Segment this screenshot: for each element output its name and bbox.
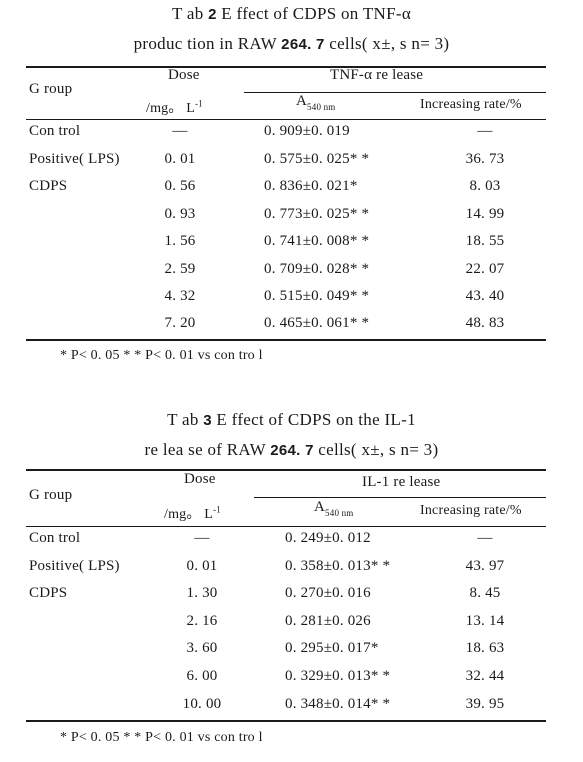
cell-rate: 8. 03 (469, 178, 501, 194)
bottom-rule (26, 720, 546, 722)
sub-rule (244, 92, 546, 93)
header-absorbance: A540 nm (296, 93, 336, 112)
cell-group: Positive( LPS) (29, 151, 120, 167)
cell-dose: 4. 32 (164, 288, 196, 304)
dose-unit-exponent: -1 (213, 504, 221, 515)
header-rate: Increasing rate/% (420, 503, 522, 518)
table-3-footnote: * P< 0. 05 * * P< 0. 01 vs con tro l (60, 730, 263, 745)
header-dose-unit: /mg。 L-1 (146, 97, 203, 117)
table-2-caption-line1: T ab 2 E ffect of CDPS on TNF-α (0, 4, 583, 24)
cell-rate: — (477, 530, 493, 546)
cell-rate: 43. 97 (465, 558, 505, 574)
cell-absorbance: 0. 270±0. 016 (285, 585, 371, 601)
cell-group: Con trol (29, 530, 81, 546)
cell-dose: 0. 01 (186, 558, 218, 574)
dose-unit-exponent: -1 (195, 98, 203, 109)
cell-rate: 43. 40 (465, 288, 505, 304)
cell-absorbance: 0. 575±0. 025* * (264, 151, 370, 167)
sub-rule (254, 497, 546, 498)
caption-number: 2 (208, 6, 217, 23)
cell-dose: 3. 60 (186, 640, 218, 656)
cell-group: Positive( LPS) (29, 558, 120, 574)
cell-absorbance: 0. 773±0. 025* * (264, 206, 370, 222)
cell-absorbance: 0. 465±0. 061* * (264, 315, 370, 331)
cell-absorbance: 0. 329±0. 013* * (285, 668, 391, 684)
header-dose: Dose (168, 67, 200, 83)
caption-text: produc tion in RAW (133, 34, 282, 53)
caption-prefix: T ab (171, 4, 209, 23)
header-rule (26, 526, 546, 527)
caption-text-tail: cells( x±, s n= 3) (313, 440, 439, 459)
header-absorbance: A540 nm (314, 499, 354, 518)
absorbance-symbol: A (314, 499, 326, 515)
header-rate: Increasing rate/% (420, 97, 522, 112)
cell-absorbance: 0. 281±0. 026 (285, 613, 371, 629)
cell-dose: 2. 59 (164, 261, 196, 277)
cell-dose: 10. 00 (182, 696, 222, 712)
absorbance-wavelength: 540 nm (307, 102, 336, 112)
top-rule (26, 469, 546, 471)
table-2-footnote: * P< 0. 05 * * P< 0. 01 vs con tro l (60, 348, 263, 363)
caption-title: E ffect of CDPS on TNF-α (216, 4, 412, 23)
cell-absorbance: 0. 709±0. 028* * (264, 261, 370, 277)
caption-number: 3 (203, 412, 212, 429)
cell-dose: 1. 56 (164, 233, 196, 249)
cell-rate: 36. 73 (465, 151, 505, 167)
cell-group: CDPS (29, 178, 68, 194)
cell-rate: 18. 63 (465, 640, 505, 656)
absorbance-wavelength: 540 nm (325, 508, 354, 518)
caption-prefix: T ab (167, 410, 204, 429)
cell-rate: 39. 95 (465, 696, 505, 712)
caption-title: E ffect of CDPS on the IL-1 (211, 410, 416, 429)
header-release: IL-1 re lease (362, 474, 441, 490)
dose-unit-text: /mg。 L (164, 507, 214, 522)
header-group: G roup (29, 81, 73, 97)
cell-dose: 7. 20 (164, 315, 196, 331)
cell-rate: — (477, 123, 493, 139)
cell-rate: 48. 83 (465, 315, 505, 331)
cell-group: CDPS (29, 585, 68, 601)
cell-dose: 2. 16 (186, 613, 218, 629)
cell-rate: 32. 44 (465, 668, 505, 684)
cell-absorbance: 0. 909±0. 019 (264, 123, 350, 139)
cell-dose: 6. 00 (186, 668, 218, 684)
cell-rate: 13. 14 (465, 613, 505, 629)
top-rule (26, 66, 546, 68)
cell-rate: 14. 99 (465, 206, 505, 222)
cell-absorbance: 0. 348±0. 014* * (285, 696, 391, 712)
cell-rate: 22. 07 (465, 261, 505, 277)
caption-cell-line: 264. 7 (281, 36, 325, 53)
cell-group: Con trol (29, 123, 81, 139)
cell-absorbance: 0. 249±0. 012 (285, 530, 371, 546)
table-3-caption-line2: re lea se of RAW 264. 7 cells( x±, s n= … (0, 440, 583, 460)
cell-absorbance: 0. 836±0. 021* (264, 178, 358, 194)
cell-absorbance: 0. 358±0. 013* * (285, 558, 391, 574)
dose-unit-text: /mg。 L (146, 101, 196, 116)
caption-text: re lea se of RAW (144, 440, 271, 459)
cell-dose: 0. 01 (164, 151, 196, 167)
cell-absorbance: 0. 295±0. 017* (285, 640, 379, 656)
table-2-caption-line2: produc tion in RAW 264. 7 cells( x±, s n… (0, 34, 583, 54)
header-dose: Dose (184, 471, 216, 487)
caption-cell-line: 264. 7 (270, 442, 314, 459)
cell-rate: 18. 55 (465, 233, 505, 249)
bottom-rule (26, 339, 546, 341)
cell-dose: — (172, 123, 188, 139)
cell-absorbance: 0. 741±0. 008* * (264, 233, 370, 249)
cell-rate: 8. 45 (469, 585, 501, 601)
cell-absorbance: 0. 515±0. 049* * (264, 288, 370, 304)
header-release: TNF-α re lease (330, 67, 424, 83)
cell-dose: 0. 93 (164, 206, 196, 222)
header-dose-unit: /mg。 L-1 (164, 503, 221, 523)
cell-dose: 1. 30 (186, 585, 218, 601)
absorbance-symbol: A (296, 93, 308, 109)
header-group: G roup (29, 487, 73, 503)
table-3-caption-line1: T ab 3 E ffect of CDPS on the IL-1 (0, 410, 583, 430)
cell-dose: 0. 56 (164, 178, 196, 194)
cell-dose: — (194, 530, 210, 546)
caption-text-tail: cells( x±, s n= 3) (324, 34, 450, 53)
header-rule (26, 119, 546, 120)
